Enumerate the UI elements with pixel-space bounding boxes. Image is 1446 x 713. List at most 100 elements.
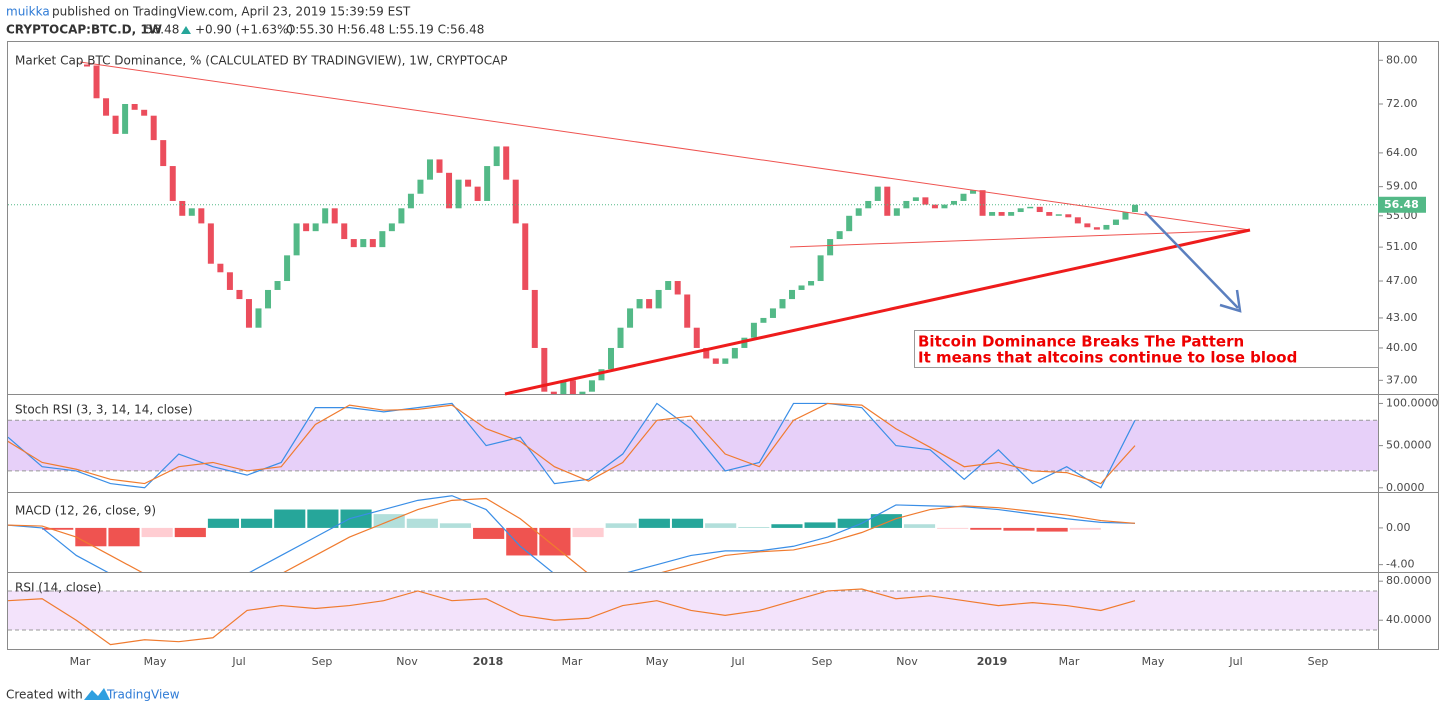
candle <box>846 215 853 232</box>
candle <box>884 186 891 216</box>
candle <box>941 204 948 209</box>
candle <box>617 327 624 348</box>
candle <box>1065 214 1072 218</box>
histogram-bar <box>1003 527 1035 531</box>
candle <box>265 289 272 309</box>
candle <box>808 281 815 286</box>
histogram-bar <box>605 523 637 528</box>
candle <box>503 146 510 180</box>
candle <box>1036 206 1043 213</box>
candle <box>674 281 681 295</box>
candle <box>388 223 395 232</box>
pane <box>8 495 1136 572</box>
candle <box>417 179 424 194</box>
pane <box>8 402 1378 489</box>
candle <box>379 231 386 248</box>
indicator-line <box>8 497 1136 572</box>
candle <box>322 208 329 224</box>
histogram-bar <box>340 509 372 528</box>
candle <box>1027 206 1034 209</box>
histogram-bar <box>705 523 737 528</box>
candle <box>560 380 567 394</box>
candle <box>1055 214 1062 216</box>
candle <box>217 263 224 273</box>
up-arrow <box>181 26 191 34</box>
x-tick-label: Mar <box>562 655 583 668</box>
candle <box>979 190 986 216</box>
histogram-bar <box>406 518 438 528</box>
x-tick-label: Sep <box>812 655 833 668</box>
histogram-bar <box>174 527 206 538</box>
candle <box>303 223 310 232</box>
candle <box>627 308 634 328</box>
candle <box>255 308 262 328</box>
candle <box>103 98 110 116</box>
candle <box>970 190 977 194</box>
candle <box>760 317 767 323</box>
candle <box>331 208 338 224</box>
indicator-line <box>8 402 1136 485</box>
inner-trendline <box>789 229 1251 248</box>
footer-text: Created with <box>6 688 83 702</box>
y-tick-label: 51.00 <box>1386 240 1418 253</box>
candle <box>245 299 252 328</box>
histogram-bar <box>572 527 604 538</box>
candle <box>493 146 500 167</box>
candle <box>274 281 281 290</box>
candle <box>1084 223 1091 228</box>
histogram-bar <box>837 518 869 528</box>
histogram-bar <box>141 527 173 538</box>
y-tick-label: 50.0000 <box>1386 439 1432 452</box>
y-tick-label: -4.00 <box>1386 558 1414 571</box>
candle <box>1103 224 1110 230</box>
candle <box>188 208 195 216</box>
histogram-bar <box>1069 527 1101 530</box>
candle <box>1017 208 1024 213</box>
histogram-bar <box>738 526 770 528</box>
candle <box>703 347 710 359</box>
candle <box>369 239 376 248</box>
histogram-bar <box>870 514 902 528</box>
pane-title: Stoch RSI (3, 3, 14, 14, close) <box>15 403 193 417</box>
candle <box>198 208 205 224</box>
candle <box>293 223 300 256</box>
candle <box>903 200 910 209</box>
histogram-bar <box>473 527 505 539</box>
x-tick-label: Sep <box>312 655 333 668</box>
y-tick-label: 0.0000 <box>1386 481 1425 494</box>
candle <box>1112 219 1119 225</box>
pane-title: MACD (12, 26, close, 9) <box>15 504 156 518</box>
candle <box>341 223 348 240</box>
candle <box>693 327 700 348</box>
histogram-bar <box>1036 527 1068 532</box>
histogram-bar <box>539 527 571 556</box>
candle <box>655 289 662 309</box>
y-tick-label: 64.00 <box>1386 146 1418 159</box>
candle <box>865 200 872 209</box>
candle <box>731 347 738 359</box>
candle <box>569 380 576 394</box>
chart-title: Market Cap BTC Dominance, % (CALCULATED … <box>15 54 508 68</box>
candle <box>512 179 519 224</box>
candle <box>93 65 100 99</box>
candle <box>169 166 176 201</box>
candle <box>722 358 729 364</box>
y-tick-label: 100.0000 <box>1386 396 1439 409</box>
footer-brand[interactable]: TradingView <box>106 688 180 702</box>
plots: 37.0040.0043.0047.0051.0055.0059.0064.00… <box>8 53 1439 668</box>
last-price-label: 56.48 <box>1384 198 1419 211</box>
x-tick-label: Jul <box>1228 655 1242 668</box>
indicator-line <box>8 588 1136 646</box>
candle <box>798 285 805 290</box>
histogram-bar <box>307 509 339 528</box>
candle <box>150 115 157 141</box>
candle <box>1046 212 1053 216</box>
candle <box>360 239 367 248</box>
candle <box>284 255 291 282</box>
pane <box>84 64 1138 394</box>
candle <box>141 109 148 116</box>
author[interactable]: muikka <box>6 5 50 19</box>
candle <box>893 208 900 216</box>
histogram-bar <box>804 522 836 528</box>
